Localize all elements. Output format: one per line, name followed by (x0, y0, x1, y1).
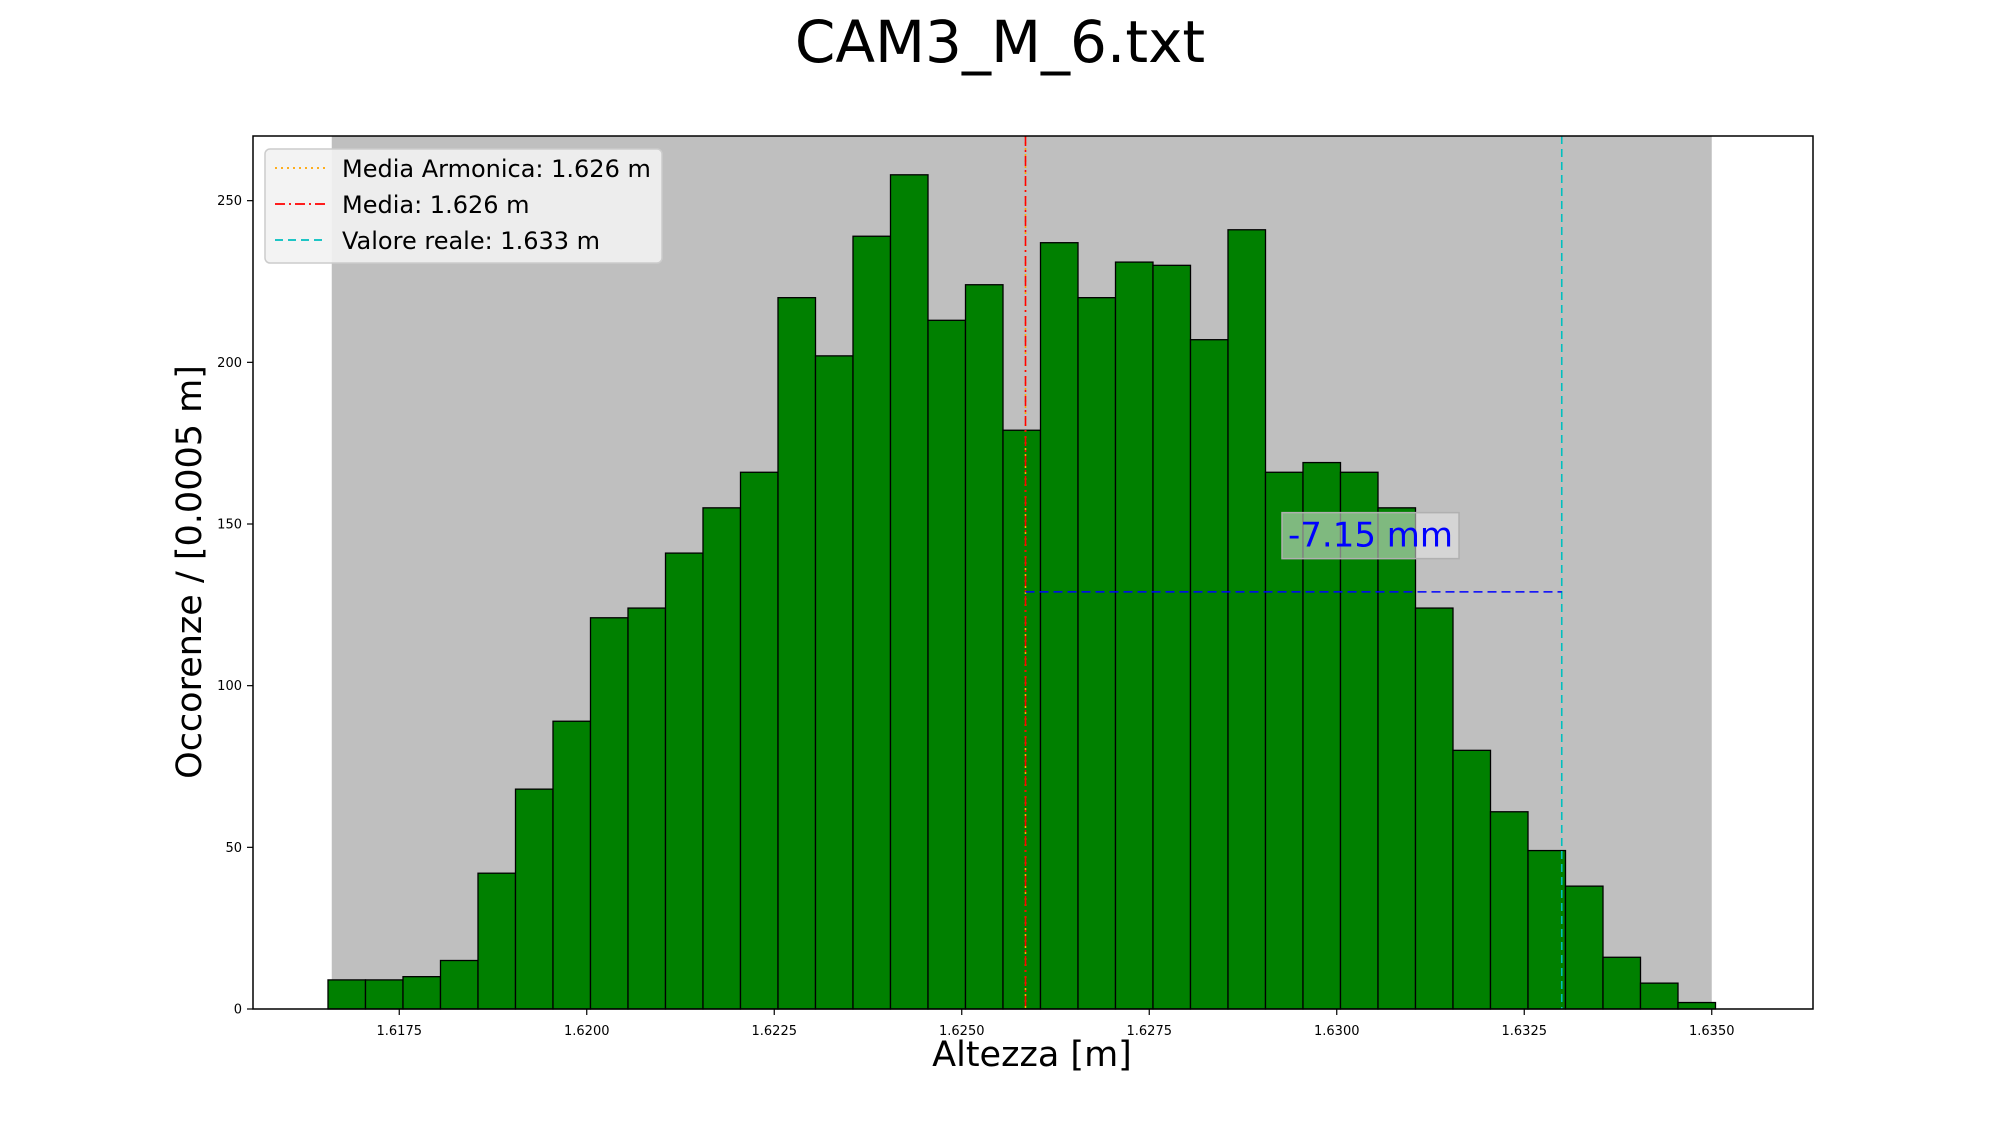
histogram-bar (889, 174, 929, 1010)
histogram-bar (1564, 885, 1604, 1010)
x-tick-label: 1.6200 (564, 1024, 610, 1039)
histogram-bars (327, 174, 1717, 1010)
histogram-bar (364, 979, 404, 1010)
legend-box (264, 148, 663, 264)
histogram-bar (964, 284, 1004, 1010)
x-tick-label: 1.6225 (752, 1024, 798, 1039)
histogram-bar (664, 552, 704, 1010)
histogram-bar (1452, 749, 1492, 1010)
histogram-bar (552, 720, 592, 1010)
x-axis-ticks: 1.6175 1.6200 1.6225 1.6250 1.6275 1.6300 1.63… (377, 1009, 1735, 1039)
histogram-bar (1414, 607, 1454, 1010)
axes-frame (252, 135, 1814, 1010)
legend-label: Media: 1.626 m (342, 191, 530, 219)
histogram-bar (1039, 242, 1079, 1010)
y-tick-label: 0 (234, 1003, 242, 1018)
histogram-bar (439, 959, 479, 1010)
legend: Media Armonica: 1.626 m Media: 1.626 m Val… (264, 148, 663, 264)
y-axis-label: Occorenze / [0.0005 m] (170, 365, 210, 779)
histogram-bar (1114, 261, 1154, 1010)
x-tick-label: 1.6175 (377, 1024, 423, 1039)
reference-lines (1024, 136, 1563, 1009)
histogram-bar (1002, 429, 1042, 1010)
y-tick-label: 200 (217, 356, 242, 371)
histogram-bar (477, 872, 517, 1010)
plot-area: -7.15 mm (252, 135, 1814, 1010)
x-tick-label: 1.6325 (1502, 1024, 1548, 1039)
histogram-bar (927, 319, 967, 1010)
histogram-bar (402, 976, 442, 1010)
histogram-bar (1677, 1001, 1717, 1010)
y-tick-label: 50 (225, 841, 242, 856)
x-tick-label: 1.6250 (939, 1024, 985, 1039)
histogram-bar (777, 297, 817, 1010)
y-axis-ticks: 0 50 100 150 200 250 (217, 194, 253, 1018)
x-axis-label: Altezza [m] (932, 1035, 1132, 1075)
y-tick-label: 100 (217, 679, 242, 694)
legend-label: Valore reale: 1.633 m (342, 227, 600, 255)
chart-title: CAM3_M_6.txt (795, 8, 1205, 76)
x-tick-label: 1.6350 (1689, 1024, 1735, 1039)
x-tick-label: 1.6300 (1314, 1024, 1360, 1039)
difference-annotation: -7.15 mm (1281, 511, 1460, 560)
histogram-bar (852, 235, 892, 1010)
histogram-bar (1602, 956, 1642, 1010)
histogram-bar (1189, 339, 1229, 1010)
histogram-bar (514, 788, 554, 1010)
histogram-bar (1489, 811, 1529, 1010)
histogram-bar (589, 617, 629, 1010)
legend-label: Media Armonica: 1.626 m (342, 155, 651, 183)
histogram-bar (814, 355, 854, 1010)
y-tick-label: 150 (217, 518, 242, 533)
histogram-bar (1227, 229, 1267, 1010)
histogram-bar (1077, 297, 1117, 1010)
histogram-bar (702, 507, 742, 1010)
histogram-bar (1264, 471, 1304, 1010)
histogram-bar (1152, 264, 1192, 1010)
histogram-bar (1639, 982, 1679, 1010)
annotation-box (1281, 511, 1460, 560)
histogram-bar (327, 979, 367, 1010)
annotation-text: -7.15 mm (1288, 516, 1453, 556)
histogram-bar (1377, 507, 1417, 1010)
y-tick-label: 250 (217, 194, 242, 209)
histogram-bar (1527, 849, 1567, 1010)
histogram-bar (627, 607, 667, 1010)
histogram-bar (739, 471, 779, 1010)
x-tick-label: 1.6275 (1127, 1024, 1173, 1039)
histogram-bar (1339, 471, 1379, 1010)
